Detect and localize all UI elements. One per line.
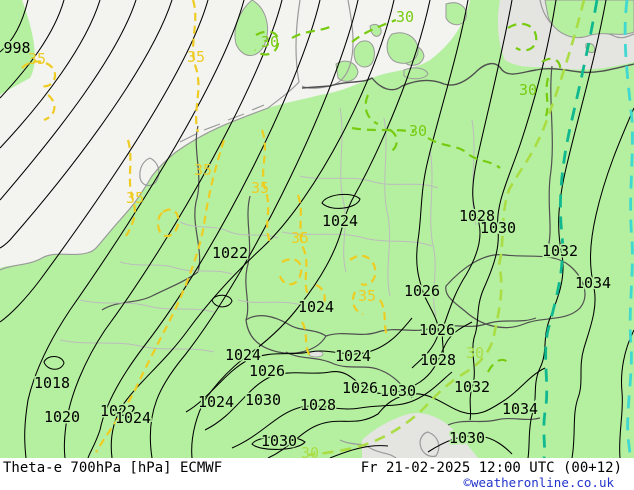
parameter-title: Theta-e 700hPa [hPa] ECMWF xyxy=(3,460,223,476)
theta-35-label: 35 xyxy=(126,189,144,207)
isobar-label: 1032 xyxy=(454,378,490,396)
isobar-label: 1020 xyxy=(44,408,80,426)
theta-contours xyxy=(21,0,634,458)
state-borders xyxy=(59,107,477,353)
isobar-label: 1028 xyxy=(459,207,495,225)
isobar-label: 1032 xyxy=(542,242,578,260)
isobar-lines xyxy=(0,0,634,458)
theta-30-light-label-layer: 30 30 xyxy=(301,344,484,458)
isobar-label: 1030 xyxy=(261,432,297,450)
isobar-label: 1034 xyxy=(575,274,611,292)
isobar-label: 1030 xyxy=(449,429,485,447)
isobar-label: 1026 xyxy=(249,362,285,380)
country-borders xyxy=(101,65,586,426)
isobar-label: 1028 xyxy=(420,351,456,369)
isobar-label: 1026 xyxy=(419,321,455,339)
isobar-label: 1022 xyxy=(100,402,136,420)
isobar-label: 1024 xyxy=(335,347,371,365)
theta-35-label: 35 xyxy=(187,48,205,66)
isobar-label: 1030 xyxy=(245,391,281,409)
theta-30-label: 30 xyxy=(261,33,279,51)
isobar-label: 1028 xyxy=(300,396,336,414)
isobar-label: 998 xyxy=(3,39,30,57)
isobar-label: 1034 xyxy=(502,400,538,418)
theta-35-label-layer: 35 35 35 35 35 35 35 xyxy=(28,48,376,305)
map-area: 998 1022 1024 1028 1030 1032 1034 1026 1024 1018 1… xyxy=(0,0,634,458)
theta-35-label: 35 xyxy=(251,179,269,197)
isobar-label: 1026 xyxy=(404,282,440,300)
theta-35-label: 35 xyxy=(28,50,46,68)
isobar-label: 1030 xyxy=(480,219,516,237)
theta-35-label: 35 xyxy=(291,229,309,247)
theta-35-label: 35 xyxy=(194,161,212,179)
copyright-link[interactable]: ©weatheronline.co.uk xyxy=(463,475,614,490)
isobar-label: 1026 xyxy=(342,379,378,397)
isobar-label: 1024 xyxy=(115,409,151,427)
theta-35-label: 35 xyxy=(358,287,376,305)
isobar-label: 1024 xyxy=(225,346,261,364)
theta-30-label: 30 xyxy=(409,122,427,140)
valid-time: Fr 21-02-2025 12:00 UTC (00+12) xyxy=(360,460,622,476)
theta-30-label: 30 xyxy=(301,444,319,458)
isobar-label: 1024 xyxy=(198,393,234,411)
isobar-label: 1022 xyxy=(212,244,248,262)
isobar-label: 1030 xyxy=(380,382,416,400)
theta-30-label: 30 xyxy=(519,81,537,99)
caption-bar: Theta-e 700hPa [hPa] ECMWF Fr 21-02-2025… xyxy=(0,458,634,490)
isobar-label: 1024 xyxy=(322,212,358,230)
theta-30-label: 30 xyxy=(466,344,484,362)
isobar-label: 1018 xyxy=(34,374,70,392)
theta-30-label: 30 xyxy=(396,8,414,26)
theta-30-label-layer: 30 30 30 30 xyxy=(261,8,537,140)
isobar-label: 1024 xyxy=(298,298,334,316)
